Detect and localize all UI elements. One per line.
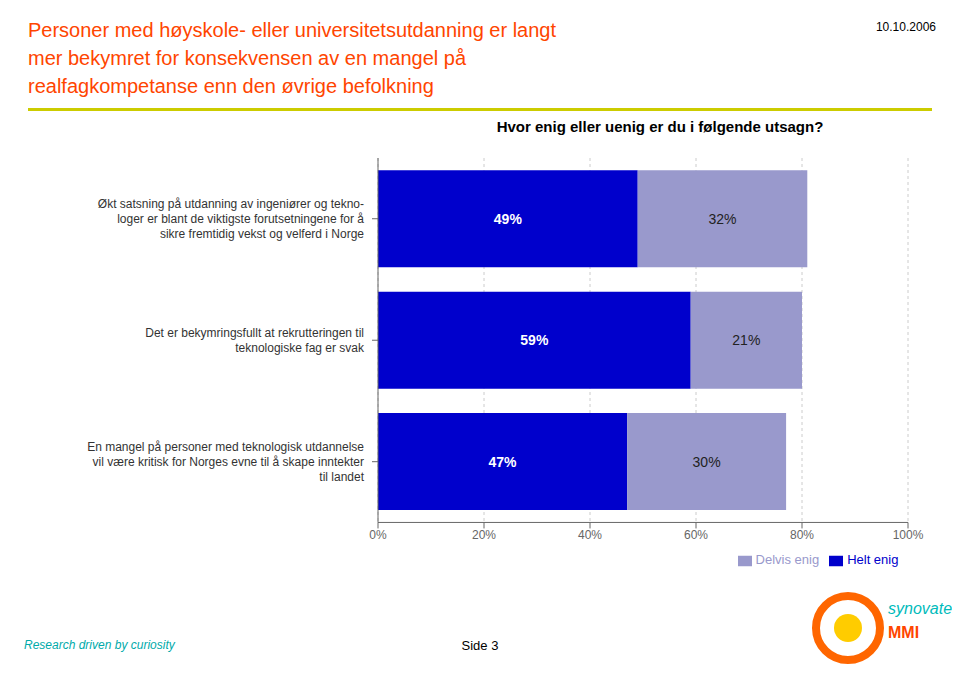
html-text:Helt enig: Helt enig <box>847 552 899 568</box>
html-text:MMI: MMI <box>888 624 920 641</box>
svg-text:80%: 80% <box>790 528 814 542</box>
html-text:mer bekymret for konsekvensen: mer bekymret for konsekvensen av en mang… <box>28 47 466 69</box>
svg-text:30%: 30% <box>693 454 721 470</box>
html-text:Hvor enig eller uenig er du i: Hvor enig eller uenig er du i følgende u… <box>496 118 824 135</box>
svg-text:0%: 0% <box>369 528 387 542</box>
svg-text:En mangel på personer med tekn: En mangel på personer med teknologisk ut… <box>87 440 365 484</box>
html-text:Research driven by curiosity: Research driven by curiosity <box>24 638 175 652</box>
svg-text:47%: 47% <box>489 454 518 470</box>
svg-text:32%: 32% <box>708 211 736 227</box>
svg-text:59%: 59% <box>520 332 549 348</box>
html-text:realfagkompetanse enn den øvri: realfagkompetanse enn den øvrige befolkn… <box>28 75 434 97</box>
svg-text:100%: 100% <box>893 528 924 542</box>
svg-text:Økt satsning på utdanning av i: Økt satsning på utdanning av ingeniører … <box>98 197 364 241</box>
html-text:Personer med høyskole- eller u: Personer med høyskole- eller universitet… <box>28 19 556 41</box>
html-text:Delvis enig: Delvis enig <box>755 552 820 568</box>
svg-text:49%: 49% <box>494 211 523 227</box>
svg-text:20%: 20% <box>472 528 496 542</box>
html-text:10.10.2006: 10.10.2006 <box>875 20 936 34</box>
svg-text:60%: 60% <box>684 528 708 542</box>
html-text:synovate: synovate <box>888 600 952 617</box>
svg-text:21%: 21% <box>732 332 760 348</box>
svg-text:Det er bekymringsfullt at rekr: Det er bekymringsfullt at rekrutteringen… <box>145 326 365 355</box>
html-text:Side 3: Side 3 <box>461 638 499 653</box>
svg-text:40%: 40% <box>578 528 602 542</box>
